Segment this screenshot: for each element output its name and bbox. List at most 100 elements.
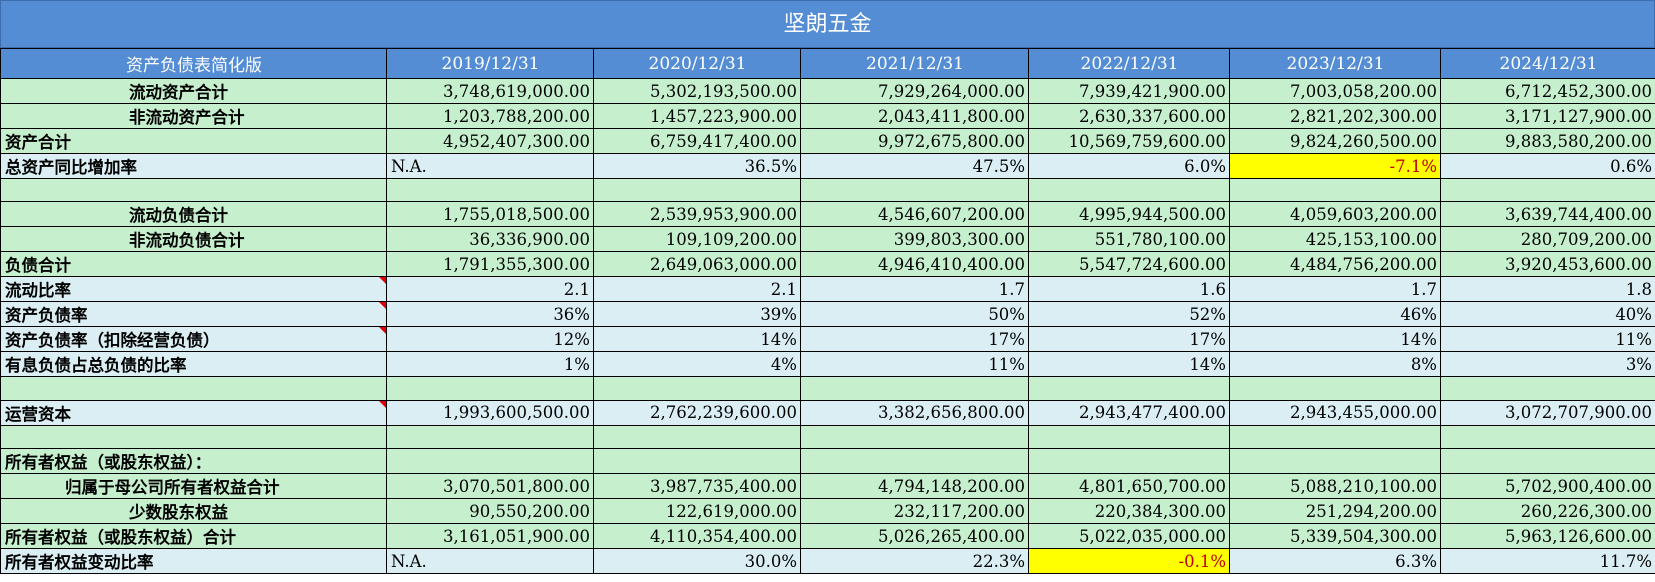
value-cell[interactable]: -7.1%: [1229, 153, 1441, 179]
row-label-cell[interactable]: 负债合计: [0, 251, 387, 278]
row-label-cell[interactable]: 资产负债率: [0, 301, 387, 328]
value-cell[interactable]: 5,022,035,000.00: [1028, 523, 1230, 550]
row-label-cell[interactable]: 非流动负债合计: [0, 226, 387, 253]
value-cell[interactable]: 2,943,455,000.00: [1229, 399, 1441, 426]
value-cell[interactable]: 2,649,063,000.00: [593, 251, 801, 278]
value-cell[interactable]: 551,780,100.00: [1028, 226, 1230, 253]
value-cell[interactable]: 0.6%: [1440, 153, 1655, 179]
value-cell[interactable]: [1440, 177, 1655, 203]
value-cell[interactable]: [1229, 376, 1441, 401]
value-cell[interactable]: N.A.: [386, 153, 594, 179]
value-cell[interactable]: 5,026,265,400.00: [800, 523, 1029, 550]
row-label-cell[interactable]: 流动比率: [0, 276, 387, 303]
value-cell[interactable]: 6.0%: [1028, 153, 1230, 179]
row-label-cell[interactable]: 归属于母公司所有者权益合计: [0, 473, 387, 500]
value-cell[interactable]: 4,546,607,200.00: [800, 201, 1029, 228]
value-cell[interactable]: 22.3%: [800, 548, 1029, 575]
header-year-cell[interactable]: 2024/12/31: [1440, 48, 1655, 79]
value-cell[interactable]: [800, 177, 1029, 203]
value-cell[interactable]: 9,824,260,500.00: [1229, 128, 1441, 154]
sheet-title[interactable]: 坚朗五金: [0, 0, 1655, 48]
row-label-cell[interactable]: 流动负债合计: [0, 201, 387, 228]
row-label-cell[interactable]: [0, 376, 387, 401]
value-cell[interactable]: [1028, 177, 1230, 203]
value-cell[interactable]: 47.5%: [800, 153, 1029, 179]
value-cell[interactable]: 3,070,501,800.00: [386, 473, 594, 500]
row-label-cell[interactable]: 所有者权益（或股东权益）合计: [0, 523, 387, 550]
value-cell[interactable]: 11.7%: [1440, 548, 1655, 575]
value-cell[interactable]: 7,929,264,000.00: [800, 78, 1029, 104]
value-cell[interactable]: 1.7: [800, 276, 1029, 303]
value-cell[interactable]: 4,484,756,200.00: [1229, 251, 1441, 278]
value-cell[interactable]: 11%: [800, 351, 1029, 378]
header-label-cell[interactable]: 资产负债表简化版: [0, 48, 387, 79]
value-cell[interactable]: 90,550,200.00: [386, 498, 594, 525]
value-cell[interactable]: 4,952,407,300.00: [386, 128, 594, 154]
header-year-cell[interactable]: 2020/12/31: [593, 48, 801, 79]
value-cell[interactable]: 12%: [386, 326, 594, 353]
value-cell[interactable]: 14%: [593, 326, 801, 353]
value-cell[interactable]: [593, 424, 801, 450]
value-cell[interactable]: 39%: [593, 301, 801, 328]
value-cell[interactable]: [1440, 424, 1655, 450]
value-cell[interactable]: 2,943,477,400.00: [1028, 399, 1230, 426]
value-cell[interactable]: 280,709,200.00: [1440, 226, 1655, 253]
value-cell[interactable]: 2.1: [386, 276, 594, 303]
row-label-cell[interactable]: 有息负债占总负债的比率: [0, 351, 387, 378]
value-cell[interactable]: 425,153,100.00: [1229, 226, 1441, 253]
value-cell[interactable]: 11%: [1440, 326, 1655, 353]
row-label-cell[interactable]: 少数股东权益: [0, 498, 387, 525]
value-cell[interactable]: [1028, 376, 1230, 401]
value-cell[interactable]: [1440, 448, 1655, 475]
value-cell[interactable]: 4,995,944,500.00: [1028, 201, 1230, 228]
value-cell[interactable]: [386, 448, 594, 475]
value-cell[interactable]: 4,059,603,200.00: [1229, 201, 1441, 228]
value-cell[interactable]: 17%: [800, 326, 1029, 353]
value-cell[interactable]: 3,161,051,900.00: [386, 523, 594, 550]
value-cell[interactable]: 9,972,675,800.00: [800, 128, 1029, 154]
header-year-cell[interactable]: 2023/12/31: [1229, 48, 1441, 79]
value-cell[interactable]: 2,043,411,800.00: [800, 103, 1029, 129]
value-cell[interactable]: 46%: [1229, 301, 1441, 328]
value-cell[interactable]: [1229, 424, 1441, 450]
row-label-cell[interactable]: 所有者权益（或股东权益）：: [0, 448, 387, 475]
header-year-cell[interactable]: 2019/12/31: [386, 48, 594, 79]
value-cell[interactable]: 7,003,058,200.00: [1229, 78, 1441, 104]
value-cell[interactable]: 5,339,504,300.00: [1229, 523, 1441, 550]
value-cell[interactable]: N.A.: [386, 548, 594, 575]
value-cell[interactable]: 5,702,900,400.00: [1440, 473, 1655, 500]
row-label-cell[interactable]: [0, 424, 387, 450]
row-label-cell[interactable]: [0, 177, 387, 203]
value-cell[interactable]: 2,762,239,600.00: [593, 399, 801, 426]
value-cell[interactable]: 220,384,300.00: [1028, 498, 1230, 525]
value-cell[interactable]: 1,457,223,900.00: [593, 103, 801, 129]
value-cell[interactable]: 260,226,300.00: [1440, 498, 1655, 525]
value-cell[interactable]: 5,302,193,500.00: [593, 78, 801, 104]
value-cell[interactable]: 1.8: [1440, 276, 1655, 303]
header-year-cell[interactable]: 2021/12/31: [800, 48, 1029, 79]
value-cell[interactable]: 122,619,000.00: [593, 498, 801, 525]
value-cell[interactable]: 14%: [1028, 351, 1230, 378]
row-label-cell[interactable]: 运营资本: [0, 399, 387, 426]
value-cell[interactable]: 109,109,200.00: [593, 226, 801, 253]
value-cell[interactable]: 6,712,452,300.00: [1440, 78, 1655, 104]
value-cell[interactable]: 1,203,788,200.00: [386, 103, 594, 129]
value-cell[interactable]: 251,294,200.00: [1229, 498, 1441, 525]
value-cell[interactable]: [1229, 448, 1441, 475]
value-cell[interactable]: 17%: [1028, 326, 1230, 353]
value-cell[interactable]: 40%: [1440, 301, 1655, 328]
value-cell[interactable]: 1,755,018,500.00: [386, 201, 594, 228]
row-label-cell[interactable]: 流动资产合计: [0, 78, 387, 104]
value-cell[interactable]: 3%: [1440, 351, 1655, 378]
row-label-cell[interactable]: 所有者权益变动比率: [0, 548, 387, 575]
value-cell[interactable]: [800, 424, 1029, 450]
value-cell[interactable]: [1440, 376, 1655, 401]
value-cell[interactable]: 36%: [386, 301, 594, 328]
value-cell[interactable]: 2,539,953,900.00: [593, 201, 801, 228]
value-cell[interactable]: 1.6: [1028, 276, 1230, 303]
value-cell[interactable]: 6,759,417,400.00: [593, 128, 801, 154]
value-cell[interactable]: 14%: [1229, 326, 1441, 353]
value-cell[interactable]: 5,547,724,600.00: [1028, 251, 1230, 278]
value-cell[interactable]: 5,088,210,100.00: [1229, 473, 1441, 500]
value-cell[interactable]: [1229, 177, 1441, 203]
